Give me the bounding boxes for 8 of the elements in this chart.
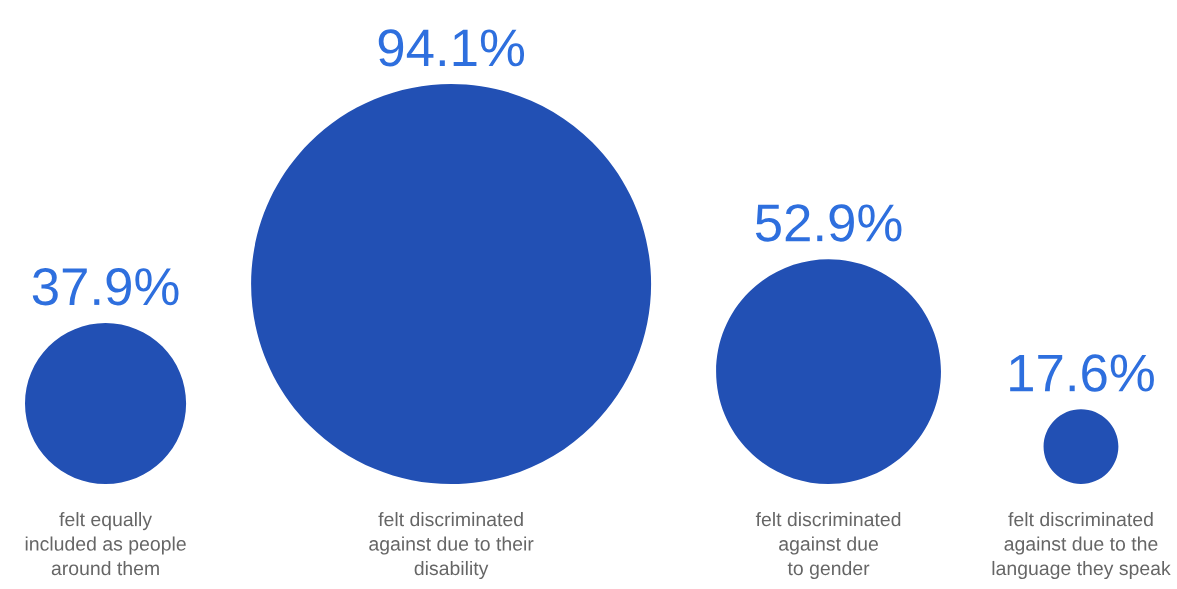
category-label: felt equally included as people around them xyxy=(25,512,186,576)
category-label: felt discriminated against due to their disability xyxy=(369,512,534,580)
data-label: 17.6% xyxy=(1010,354,1154,392)
data-label: 94.1% xyxy=(378,29,525,67)
category-label: felt discriminated against due to the language they speak xyxy=(992,512,1171,580)
data-label: 52.9% xyxy=(755,204,902,242)
data-label: 37.9% xyxy=(32,268,179,306)
category-label: felt discriminated against due to gender xyxy=(755,512,901,580)
